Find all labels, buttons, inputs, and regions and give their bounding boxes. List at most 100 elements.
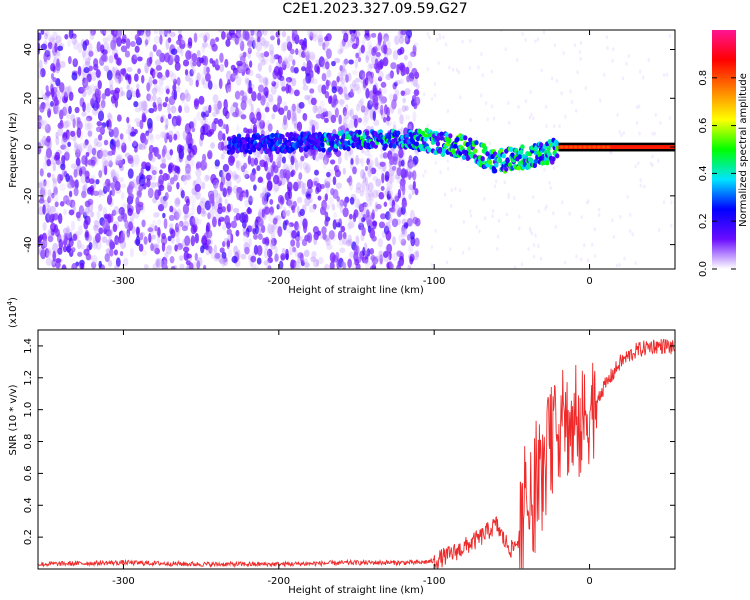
heatmap-cell	[651, 154, 654, 159]
heatmap-cell	[394, 195, 400, 202]
heatmap-cell	[133, 100, 139, 108]
heatmap-cell	[162, 30, 167, 38]
heatmap-cell	[42, 204, 46, 215]
heatmap-cell	[352, 69, 359, 76]
heatmap-cell	[247, 47, 252, 55]
heatmap-cell	[278, 260, 284, 269]
colorbar-tick-label: 0.6	[698, 118, 709, 134]
heatmap-cell	[412, 170, 417, 181]
heatmap-cell	[298, 172, 303, 180]
heatmap-cell	[303, 222, 308, 234]
heatmap-cell	[76, 127, 82, 138]
heatmap-cell	[359, 189, 364, 197]
heatmap-cell	[305, 51, 310, 62]
heatmap-cell	[274, 253, 279, 262]
signal-cell	[497, 157, 503, 164]
heatmap-cell	[282, 220, 288, 231]
heatmap-cell	[126, 89, 131, 98]
heatmap-cell	[380, 104, 384, 116]
heatmap-cell	[532, 254, 536, 259]
heatmap-cell	[365, 191, 371, 202]
heatmap-cell	[227, 233, 232, 240]
heatmap-cell	[213, 117, 219, 125]
heatmap-cell	[337, 48, 343, 55]
heatmap-cell	[180, 93, 186, 104]
heatmap-cell	[204, 110, 210, 118]
heatmap-cell	[230, 64, 236, 71]
heatmap-cell	[72, 118, 76, 129]
heatmap-cell	[68, 91, 74, 101]
heatmap-cell	[116, 114, 122, 122]
heatmap-cell	[253, 244, 259, 255]
heatmap-cell	[152, 44, 157, 52]
heatmap-cell	[233, 173, 240, 180]
heatmap-cell	[265, 260, 271, 269]
heatmap-cell	[202, 208, 206, 215]
heatmap-cell	[163, 218, 168, 230]
heatmap-cell	[167, 244, 173, 251]
signal-cell	[518, 149, 524, 155]
heatmap-cell	[492, 116, 496, 121]
heatmap-cell	[402, 226, 407, 235]
heatmap-cell	[436, 37, 439, 42]
spectrogram-frame	[37, 29, 676, 270]
heatmap-cell	[371, 220, 378, 227]
heatmap-cell	[120, 45, 128, 53]
heatmap-cell	[146, 178, 151, 188]
signal-cell	[516, 165, 521, 171]
heatmap-cell	[347, 109, 353, 116]
heatmap-cell	[96, 149, 103, 159]
heatmap-cell	[291, 77, 297, 87]
heatmap-cell	[277, 226, 283, 237]
heatmap-cell	[196, 260, 201, 269]
heatmap-cell	[263, 76, 268, 88]
heatmap-cell	[367, 41, 373, 51]
heatmap-cell	[44, 31, 50, 37]
heatmap-cell	[293, 89, 300, 97]
heatmap-cell	[43, 179, 47, 187]
heatmap-cell	[74, 142, 78, 149]
heatmap-cell	[266, 223, 274, 235]
heatmap-cell	[114, 264, 119, 269]
heatmap-cell	[269, 206, 274, 216]
heatmap-cell	[268, 212, 275, 223]
heatmap-cell	[124, 152, 131, 158]
heatmap-cell	[148, 232, 152, 243]
heatmap-cell	[530, 231, 534, 236]
heatmap-cell	[176, 221, 182, 228]
heatmap-cell	[292, 246, 297, 253]
heatmap-cell	[42, 161, 48, 171]
heatmap-cell	[294, 260, 301, 269]
heatmap-cell	[154, 83, 158, 92]
heatmap-cell	[103, 185, 108, 194]
heatmap-cell	[193, 32, 198, 43]
heatmap-cell	[345, 94, 351, 100]
heatmap-cell	[96, 141, 103, 148]
heatmap-cell	[38, 182, 44, 189]
heatmap-cell	[62, 195, 67, 202]
heatmap-cell	[66, 225, 71, 236]
heatmap-cell	[98, 204, 103, 212]
heatmap-cell	[126, 84, 130, 90]
heatmap-cell	[408, 193, 412, 200]
heatmap-cell	[84, 200, 91, 208]
heatmap-cell	[635, 121, 639, 126]
heatmap-cell	[247, 50, 251, 59]
heatmap-cell	[292, 181, 299, 192]
heatmap-cell	[337, 86, 344, 95]
heatmap-cell	[38, 247, 41, 256]
heatmap-cell	[290, 155, 295, 166]
heatmap-cell	[264, 200, 268, 208]
heatmap-cell	[253, 264, 259, 269]
heatmap-cell	[244, 30, 250, 42]
heatmap-cell	[458, 188, 462, 193]
heatmap-cell	[392, 235, 396, 246]
heatmap-cell	[154, 258, 161, 267]
heatmap-cell	[134, 34, 140, 42]
signal-cell	[438, 147, 443, 153]
heatmap-cell	[87, 85, 92, 96]
heatmap-cell	[286, 173, 290, 183]
heatmap-cell	[155, 257, 162, 269]
heatmap-cell	[365, 55, 370, 64]
heatmap-cell	[135, 196, 140, 206]
